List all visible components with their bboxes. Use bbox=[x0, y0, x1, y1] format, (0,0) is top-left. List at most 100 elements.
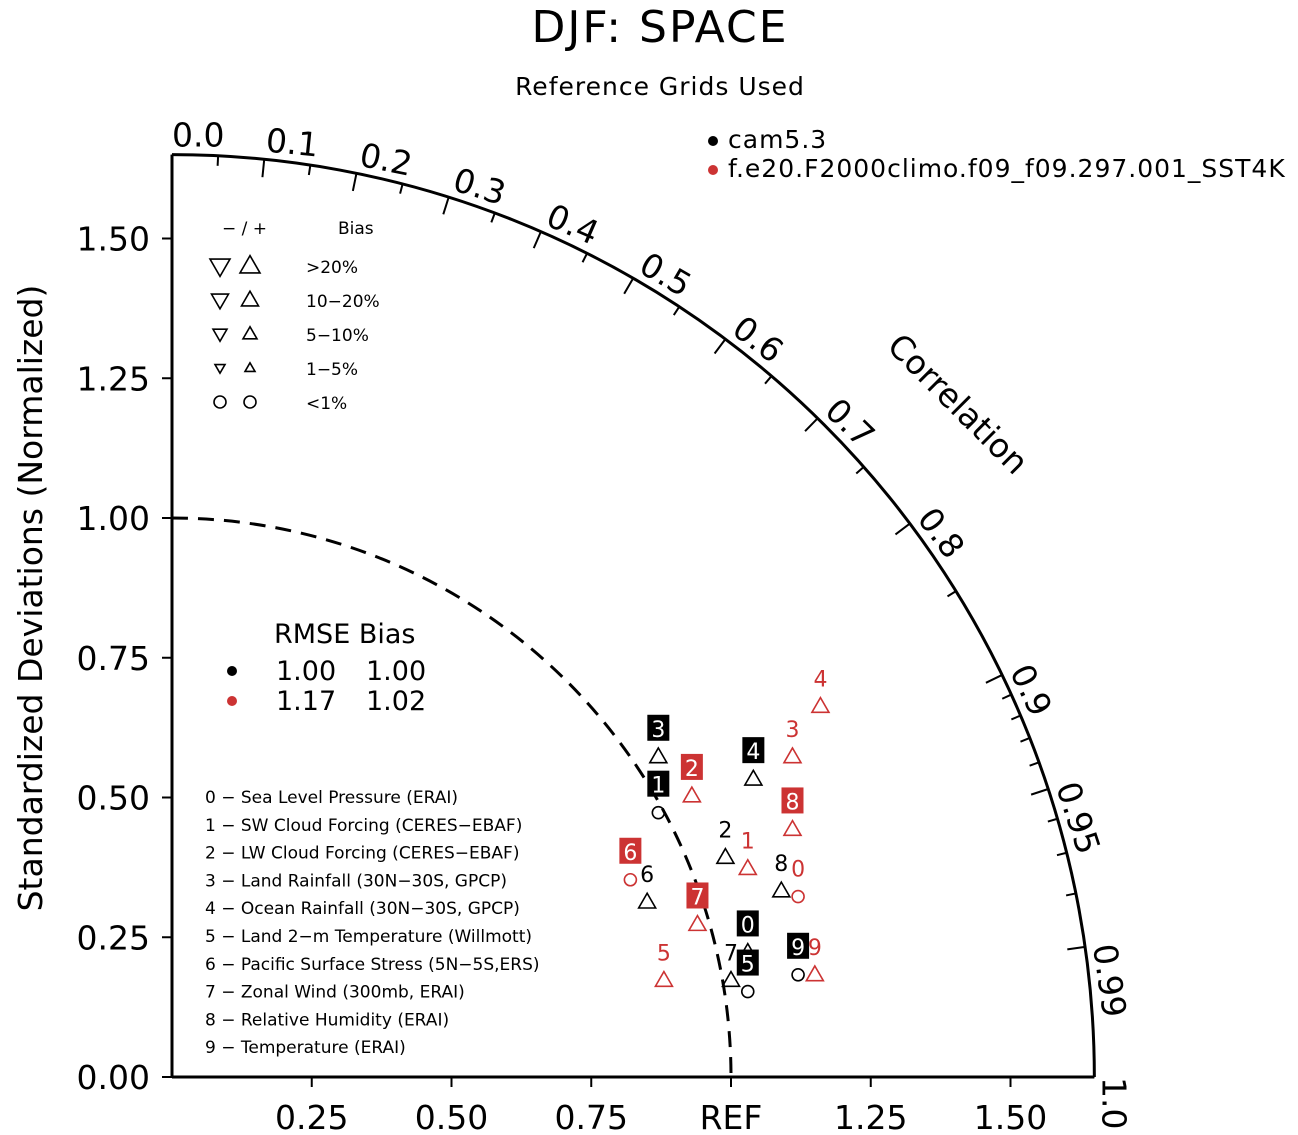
point-marker-triangle bbox=[782, 819, 803, 837]
point-label: 1 bbox=[651, 774, 665, 799]
point-marker-triangle bbox=[637, 891, 658, 909]
corr-tick-label: 1.0 bbox=[1094, 1077, 1133, 1129]
point-label-box bbox=[647, 770, 670, 797]
corr-major-tick bbox=[261, 159, 266, 178]
x-tick-label: 1.50 bbox=[974, 1098, 1047, 1135]
corr-tick-label: 0.4 bbox=[541, 196, 605, 253]
point-label: 7 bbox=[724, 941, 738, 966]
point-label: 8 bbox=[774, 852, 788, 877]
rmse-legend-rmse: 1.17 bbox=[276, 686, 336, 717]
bias-legend-row-label: >20% bbox=[306, 258, 358, 278]
model-legend-dot bbox=[708, 136, 718, 146]
x-tick-label: 1.25 bbox=[834, 1098, 907, 1135]
y-tick-label: 1.25 bbox=[77, 359, 150, 398]
corr-minor-tick bbox=[1020, 737, 1031, 743]
model-legend: cam5.3f.e20.F2000climo.f09_f09.297.001_S… bbox=[708, 125, 1285, 183]
x-tick-label: 0.25 bbox=[275, 1098, 348, 1135]
point-label: 0 bbox=[741, 913, 755, 938]
bias-legend-sign: − / + bbox=[222, 219, 267, 239]
variable-legend-item: 2 − LW Cloud Forcing (CERES−EBAF) bbox=[205, 844, 519, 864]
variable-legend-item: 7 − Zonal Wind (300mb, ERAI) bbox=[205, 983, 465, 1003]
variable-legend-item: 6 − Pacific Surface Stress (5N−5S,ERS) bbox=[205, 955, 540, 975]
corr-major-tick bbox=[1030, 788, 1049, 796]
variable-legend: 0 − Sea Level Pressure (ERAI) 1 − SW Clou… bbox=[205, 788, 540, 1058]
bias-legend-up-triangle bbox=[238, 254, 262, 274]
outer-arc bbox=[171, 153, 1096, 1078]
point-label-box bbox=[686, 882, 709, 909]
y-tick-label: 1.00 bbox=[77, 499, 150, 538]
point-label: 9 bbox=[791, 936, 805, 961]
point-label: 0 bbox=[791, 858, 805, 883]
corr-minor-tick bbox=[216, 155, 220, 166]
rmse-legend-dot bbox=[227, 696, 237, 706]
point-label-box bbox=[742, 737, 765, 764]
bias-legend-row-label: 10−20% bbox=[306, 292, 380, 312]
corr-minor-tick bbox=[581, 252, 588, 263]
point-label-box bbox=[781, 787, 804, 814]
point-label-box bbox=[787, 932, 810, 959]
y-tick-label: 1.50 bbox=[77, 220, 150, 259]
point-label: 3 bbox=[651, 718, 665, 743]
y-tick-label: 0.50 bbox=[77, 779, 150, 818]
corr-minor-tick bbox=[1010, 714, 1021, 721]
point-marker-triangle bbox=[687, 914, 708, 932]
rmse-legend-bias: 1.02 bbox=[366, 686, 426, 717]
x-tick-label: 0.75 bbox=[555, 1098, 628, 1135]
point-label: 5 bbox=[741, 953, 755, 978]
variable-legend-item: 4 − Ocean Rainfall (30N−30S, GPCP) bbox=[205, 899, 520, 919]
chart-title: DJF: SPACE bbox=[531, 2, 788, 53]
corr-major-tick bbox=[532, 231, 542, 249]
corr-major-tick bbox=[442, 196, 450, 215]
rmse-legend-bias: 1.00 bbox=[366, 656, 426, 687]
chart-subtitle: Reference Grids Used bbox=[515, 72, 805, 101]
corr-minor-tick bbox=[855, 466, 865, 475]
corr-tick-label: 0.0 bbox=[172, 116, 224, 155]
bias-legend-down-triangle bbox=[208, 258, 232, 278]
bias-legend-up-triangle bbox=[240, 289, 260, 307]
model-legend-dot bbox=[708, 165, 718, 175]
bias-legend-row-label: 5−10% bbox=[306, 326, 369, 346]
point-marker-triangle bbox=[810, 696, 831, 714]
point-marker-triangle bbox=[648, 746, 669, 764]
y-axis-label: Standardized Deviations (Normalized) bbox=[11, 285, 50, 912]
corr-tick-label: 0.8 bbox=[910, 500, 973, 565]
bias-legend-row-label: 1−5% bbox=[306, 360, 358, 380]
corr-major-tick bbox=[894, 522, 911, 536]
point-label: 9 bbox=[808, 936, 822, 961]
point-label: 2 bbox=[685, 757, 699, 782]
corr-minor-tick bbox=[1056, 851, 1067, 857]
corr-tick-label: 0.5 bbox=[633, 244, 698, 304]
point-marker-triangle bbox=[804, 964, 825, 982]
point-label-box bbox=[736, 949, 759, 976]
bias-legend-down-triangle bbox=[211, 328, 229, 343]
corr-minor-tick bbox=[490, 212, 496, 223]
point-marker-circle bbox=[740, 984, 755, 999]
corr-minor-tick bbox=[672, 306, 681, 316]
point-label-box bbox=[619, 837, 642, 864]
bias-legend-up-triangle bbox=[241, 325, 259, 340]
corr-minor-tick bbox=[1065, 892, 1077, 897]
variable-legend-item: 8 − Relative Humidity (ERAI) bbox=[205, 1010, 449, 1030]
bias-legend-circle bbox=[243, 395, 257, 409]
corr-minor-tick bbox=[1029, 761, 1040, 767]
point-label-box bbox=[736, 910, 759, 937]
variable-legend-item: 5 − Land 2−m Temperature (Willmott) bbox=[205, 927, 532, 947]
rmse-legend-header: RMSE Bias bbox=[274, 619, 415, 650]
bias-legend-row-label: <1% bbox=[306, 394, 347, 414]
point-label: 4 bbox=[746, 740, 760, 765]
point-marker-triangle bbox=[681, 785, 702, 803]
bias-legend-circle bbox=[213, 395, 227, 409]
point-label: 5 bbox=[657, 941, 671, 966]
point-label: 6 bbox=[623, 841, 637, 866]
corr-minor-tick bbox=[1047, 817, 1058, 823]
point-marker-triangle bbox=[743, 768, 764, 786]
point-marker-circle bbox=[791, 967, 805, 982]
reference-arc bbox=[171, 516, 733, 1078]
corr-major-tick bbox=[1067, 945, 1086, 951]
point-label: 2 bbox=[718, 818, 732, 843]
corr-minor-tick bbox=[307, 164, 312, 176]
point-marker-circle bbox=[623, 872, 638, 887]
